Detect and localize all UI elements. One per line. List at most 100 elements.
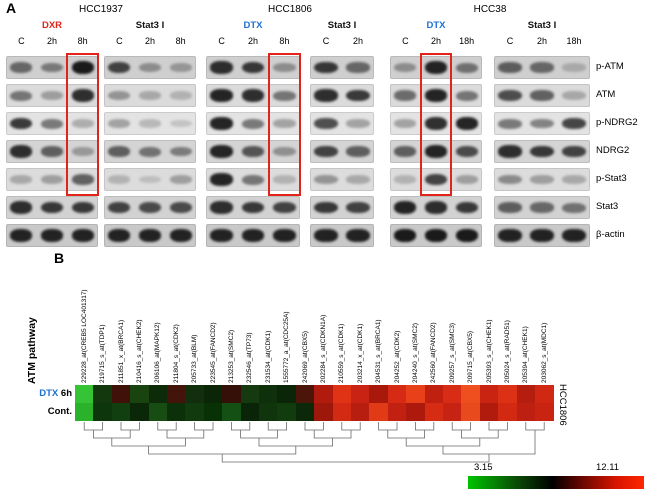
heatmap-cell [369, 385, 389, 403]
blot-band [10, 229, 33, 242]
blot-band [562, 63, 586, 72]
blot-band [241, 146, 265, 157]
blot-band [498, 229, 522, 242]
blot-band [314, 145, 338, 158]
blot-band [273, 201, 296, 214]
heatmap-column-label: 205024_s_at(RAD51) [503, 320, 511, 383]
blot-band [71, 174, 94, 185]
dendrogram-branch [313, 430, 352, 439]
heatmap-cell [295, 385, 315, 403]
atm-pathway-label: ATM pathway [26, 317, 38, 384]
dendrogram-branch [304, 422, 324, 431]
blot-band [169, 201, 192, 214]
blot-band [498, 145, 522, 158]
lane-label: 2h [144, 36, 155, 46]
blot-band [346, 62, 370, 73]
blot-band [562, 91, 586, 100]
blot-band [10, 175, 33, 184]
panel-b-label: B [54, 250, 65, 266]
blot-strip [310, 140, 374, 163]
heatmap-cell [203, 385, 223, 403]
blot-band [10, 117, 33, 130]
heatmap-cell [351, 385, 370, 403]
dendrogram-branch [378, 422, 398, 431]
blot-strip [206, 168, 300, 191]
blot-band [241, 118, 265, 129]
treatment-label: Stat3 I [135, 20, 165, 31]
blot-strip [104, 168, 196, 191]
blot-band [273, 62, 296, 73]
blot-band [10, 201, 33, 214]
blot-band [210, 117, 233, 130]
heatmap-cell [93, 403, 113, 421]
heatmap-column-label: 204252_at(CDK2) [393, 330, 401, 383]
blot-band [40, 175, 64, 184]
blot-band [314, 61, 338, 74]
blot-band [40, 62, 64, 73]
blot-band [424, 173, 448, 186]
heatmap-cell [75, 385, 94, 403]
blot-band [71, 201, 94, 214]
blot-band [241, 201, 265, 214]
scale-min-label: 3.15 [474, 462, 493, 473]
heatmap-column-label: 209257_s_at(SMC3) [448, 323, 456, 383]
blot-band [10, 145, 33, 158]
treatment-label: Stat3 I [327, 20, 357, 31]
blot-band [394, 175, 417, 184]
heatmap-cell [277, 385, 297, 403]
treatment-label: Stat3 I [527, 20, 557, 31]
blot-band [455, 175, 478, 184]
heatmap-column-label: 203062_s_at(MDC1) [540, 322, 548, 383]
blot-band [71, 61, 94, 74]
heatmap-cell [516, 403, 536, 421]
lane-label: 2h [247, 36, 258, 46]
dendrogram-branch [157, 422, 177, 431]
blot-band [530, 90, 554, 101]
blot-strip [104, 140, 196, 163]
blot-band [273, 146, 296, 157]
heatmap-column-label: 205733_at(BLM) [191, 334, 199, 383]
protein-label: ATM [596, 89, 616, 100]
blot-strip [390, 140, 482, 163]
heatmap-cell [498, 385, 518, 403]
cell-line-label: HCC1806 [268, 4, 312, 15]
blot-band [241, 229, 265, 242]
blot-band [108, 146, 131, 157]
blot-strip [104, 56, 196, 79]
blot-strip [6, 56, 98, 79]
highlight-box [267, 53, 301, 196]
blot-band [498, 174, 522, 185]
dendrogram-branch [240, 430, 278, 439]
heatmap-column-label: 205393_s_at(CHEK1) [485, 319, 493, 383]
blot-band [498, 202, 522, 213]
dendrogram-branch [83, 422, 103, 431]
blot-band [40, 91, 64, 100]
blot-strip [494, 140, 590, 163]
blot-band [530, 62, 554, 73]
dendrogram-branch [258, 438, 333, 447]
blot-strip [206, 196, 300, 219]
blot-band [71, 89, 94, 102]
blot-strip [310, 168, 374, 191]
blot-strip [390, 196, 482, 219]
heatmap-column-label: 213253_at(SMC2) [227, 329, 235, 383]
blot-band [108, 229, 131, 242]
heatmap-column-label: 211851_x_at(BRCA1) [117, 319, 125, 383]
blot-band [210, 229, 233, 242]
blot-band [169, 63, 192, 72]
heatmap-cell [167, 385, 186, 403]
blot-band [530, 229, 554, 242]
blot-band [169, 91, 192, 100]
blot-band [424, 61, 448, 74]
blot-band [424, 229, 448, 242]
heatmap-cell [240, 385, 260, 403]
dendrogram-branch [267, 422, 287, 431]
heatmap-cell [387, 385, 407, 403]
blot-strip [206, 56, 300, 79]
blot-band [273, 119, 296, 128]
dendrogram-branch [194, 422, 214, 431]
blot-band [394, 146, 417, 157]
blot-band [394, 90, 417, 101]
color-scale-bar [468, 476, 644, 489]
dendrogram-branch [387, 430, 425, 439]
